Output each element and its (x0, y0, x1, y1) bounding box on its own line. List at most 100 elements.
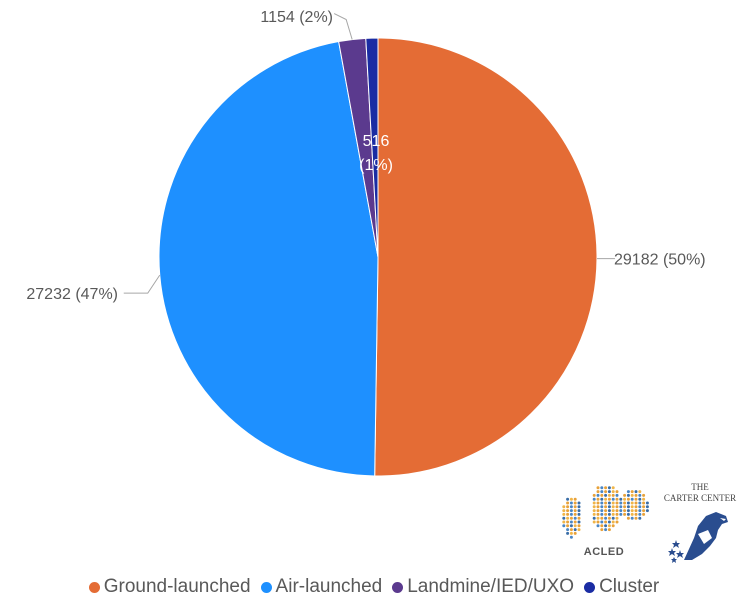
acled-map-dot (607, 501, 611, 505)
acled-map-dot (566, 497, 570, 501)
acled-map-dot (562, 520, 566, 524)
acled-map-dot (611, 509, 615, 513)
acled-map-dot (607, 520, 611, 524)
acled-map-dot (645, 509, 649, 513)
acled-map-dot (623, 509, 627, 513)
acled-map-dot (596, 505, 600, 509)
acled-map-dot (562, 524, 566, 528)
legend-item-landmine[interactable]: Landmine/IED/UXO (392, 576, 574, 598)
legend-label-air-launched: Air-launched (275, 576, 383, 597)
acled-map-dot (615, 497, 619, 501)
pie-slice-ground-launched[interactable] (374, 37, 598, 477)
acled-map-dot (569, 501, 573, 505)
legend-item-cluster[interactable]: Cluster (584, 576, 659, 598)
acled-map-dot (577, 501, 581, 505)
chart-legend: Ground-launched Air-launched Landmine/IE… (0, 576, 748, 598)
acled-map-dot (630, 512, 634, 516)
acled-map-dot (630, 497, 634, 501)
acled-map-dot (619, 509, 623, 513)
acled-map-dot (634, 497, 638, 501)
acled-map-dot (615, 516, 619, 520)
acled-map-dot (592, 516, 596, 520)
acled-map-dot (562, 505, 566, 509)
acled-map-dot (596, 516, 600, 520)
acled-map-dot (623, 505, 627, 509)
acled-map-dot (626, 509, 630, 513)
acled-map-dot (600, 528, 604, 532)
acled-map-dot (600, 501, 604, 505)
acled-map-dot (630, 501, 634, 505)
data-label-cluster-percent: (1%) (359, 157, 393, 174)
acled-map-dot (596, 512, 600, 516)
acled-map-dot (619, 497, 623, 501)
acled-map-dot (611, 486, 615, 490)
acled-map-dot (634, 501, 638, 505)
acled-map-dot (611, 493, 615, 497)
legend-label-landmine: Landmine/IED/UXO (407, 576, 575, 597)
acled-map-dot (607, 493, 611, 497)
acled-map-dot (566, 528, 570, 532)
acled-map-dot (607, 490, 611, 494)
acled-map-dot (623, 493, 627, 497)
pie-slice-cluster[interactable] (365, 37, 379, 258)
acled-map-dot (569, 512, 573, 516)
acled-map-dot (604, 528, 608, 532)
acled-map-dot (642, 493, 646, 497)
acled-map-dot (607, 509, 611, 513)
acled-map-dot (573, 509, 577, 513)
acled-map-dot (577, 528, 581, 532)
acled-map-dot (592, 509, 596, 513)
data-label-landmine: 1154 (2%) (260, 9, 333, 26)
acled-map-dot (642, 497, 646, 501)
acled-map-dot (615, 520, 619, 524)
acled-map-dot (573, 528, 577, 532)
acled-map-dot (615, 509, 619, 513)
acled-map-dot (642, 512, 646, 516)
acled-map-dot (634, 512, 638, 516)
legend-swatch-ground-launched (88, 581, 100, 593)
acled-map-dot (642, 509, 646, 513)
acled-map-dot (596, 520, 600, 524)
acled-map-dot (566, 520, 570, 524)
acled-map-dot (566, 516, 570, 520)
acled-map-dot (577, 516, 581, 520)
acled-map-dot (569, 535, 573, 539)
acled-map-dot (619, 512, 623, 516)
acled-map-dot (638, 490, 642, 494)
acled-map-dot (573, 524, 577, 528)
acled-map-dot (626, 501, 630, 505)
acled-map-dot (611, 524, 615, 528)
acled-map-dot (562, 516, 566, 520)
acled-map-dot (634, 490, 638, 494)
acled-map-dot (642, 505, 646, 509)
legend-label-cluster: Cluster (599, 576, 660, 597)
acled-map-dot (611, 497, 615, 501)
acled-map-dot (638, 493, 642, 497)
acled-map-dot (566, 501, 570, 505)
acled-map-dot (592, 493, 596, 497)
legend-swatch-air-launched (260, 581, 272, 593)
acled-map-dot (607, 486, 611, 490)
acled-map-dot (638, 501, 642, 505)
acled-map-dot (600, 524, 604, 528)
acled-map-dot (600, 497, 604, 501)
legend-item-ground-launched[interactable]: Ground-launched (88, 576, 251, 598)
leader-line-landmine (333, 13, 353, 40)
acled-map-dot (562, 512, 566, 516)
acled-map-dot (634, 516, 638, 520)
acled-map-dot (604, 520, 608, 524)
acled-map-dot (596, 490, 600, 494)
acled-map-dot (569, 505, 573, 509)
acled-map-dot (592, 512, 596, 516)
acled-map-dot (611, 501, 615, 505)
acled-map-dot (577, 524, 581, 528)
pie-slice-air-launched[interactable] (158, 40, 379, 477)
acled-map-dot (630, 505, 634, 509)
acled-map-dot (626, 497, 630, 501)
legend-item-air-launched[interactable]: Air-launched (260, 576, 383, 598)
acled-map-dot (596, 501, 600, 505)
legend-label-ground-launched: Ground-launched (103, 576, 251, 597)
acled-map-dot (577, 520, 581, 524)
acled-map-dot (630, 493, 634, 497)
